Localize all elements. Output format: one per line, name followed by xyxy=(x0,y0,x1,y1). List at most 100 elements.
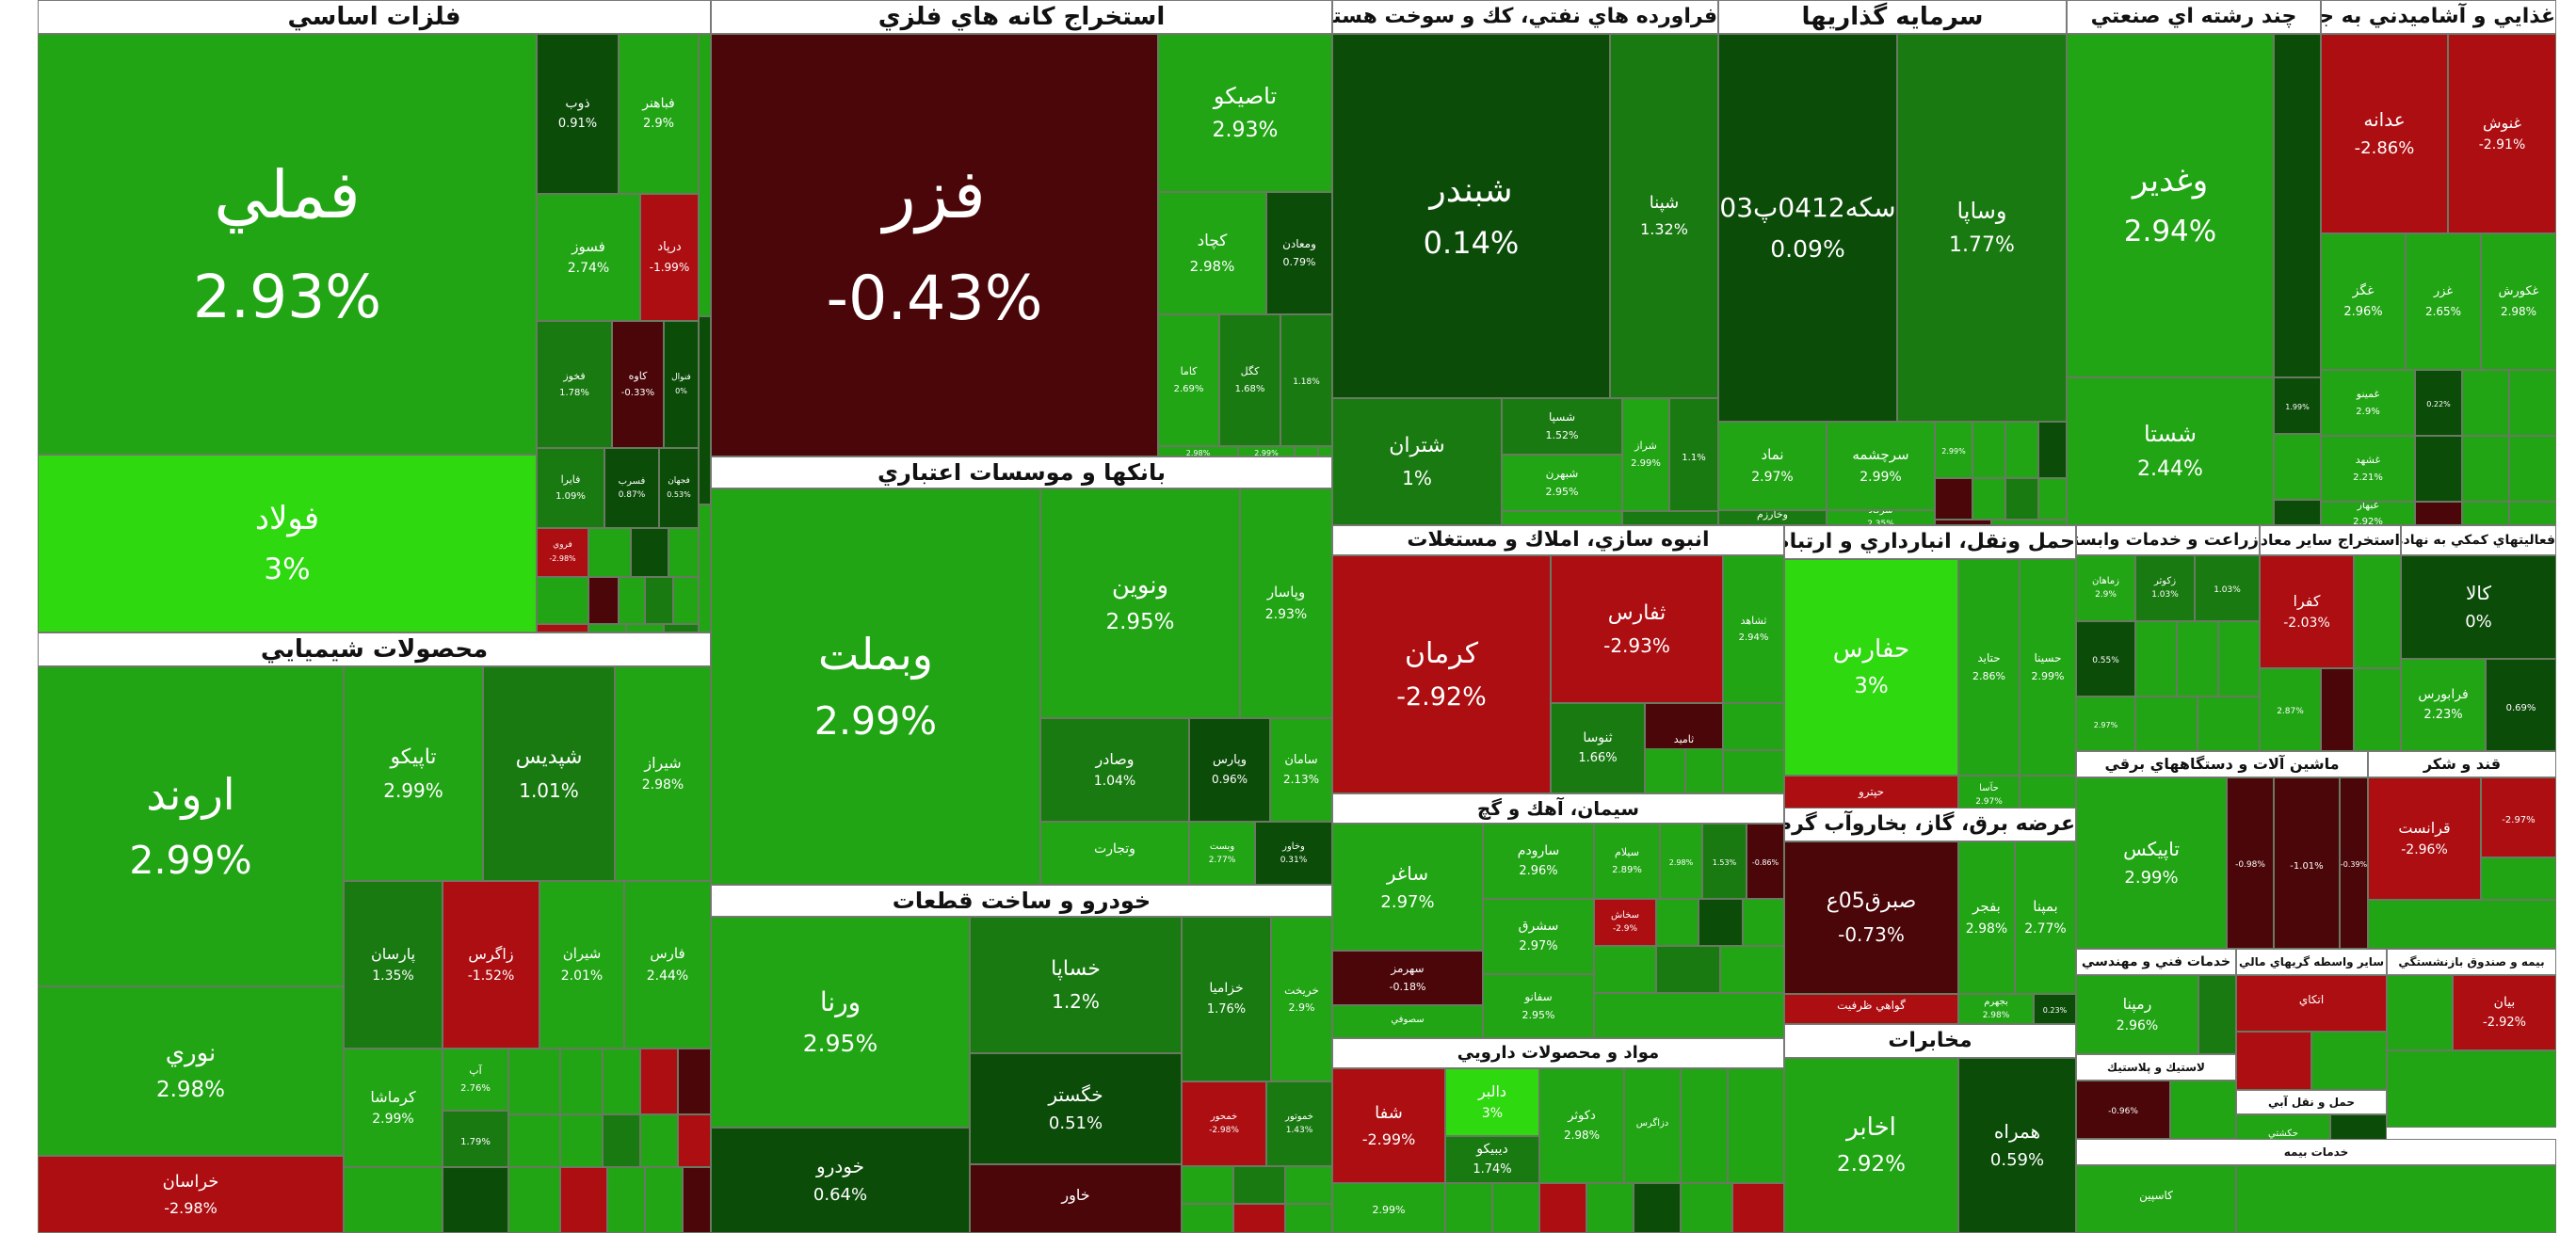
sector-header[interactable]: قند و شكر xyxy=(2368,751,2556,777)
stock-tile[interactable]: تاپيكس 2.99% xyxy=(2076,777,2227,949)
stock-tile[interactable]: خساپا 1.2% xyxy=(970,917,1182,1053)
stock-tile[interactable] xyxy=(2481,857,2556,900)
stock-tile[interactable] xyxy=(1935,478,1972,520)
stock-tile[interactable] xyxy=(1586,1183,1634,1233)
stock-tile[interactable] xyxy=(1285,1166,1332,1204)
stock-tile[interactable]: كاسپين xyxy=(2076,1165,2236,1233)
stock-tile[interactable] xyxy=(1634,1183,1681,1233)
stock-tile[interactable] xyxy=(2274,500,2321,525)
stock-tile[interactable]: نوري 2.98% xyxy=(38,986,344,1156)
stock-tile[interactable] xyxy=(2311,1032,2387,1090)
sector-header[interactable]: محصولات شيميايي xyxy=(38,633,711,666)
stock-tile[interactable] xyxy=(1645,748,1685,793)
stock-tile[interactable]: 0.23% xyxy=(2034,994,2076,1024)
stock-tile[interactable] xyxy=(645,1167,683,1233)
stock-tile[interactable] xyxy=(2509,502,2556,525)
stock-tile[interactable]: 1.03% xyxy=(2195,555,2260,621)
stock-tile[interactable] xyxy=(603,1049,640,1114)
stock-tile[interactable] xyxy=(443,1167,508,1233)
stock-tile[interactable]: 1.99% xyxy=(2274,377,2321,434)
stock-tile[interactable]: سشرق 2.97% xyxy=(1483,899,1594,974)
stock-tile[interactable]: وپارس 0.96% xyxy=(1189,718,1270,822)
stock-tile[interactable]: دزاگرس xyxy=(1624,1068,1681,1183)
stock-tile[interactable] xyxy=(1539,1183,1586,1233)
stock-tile[interactable]: كاما 2.69% xyxy=(1158,314,1219,446)
stock-tile[interactable]: كالا 0% xyxy=(2401,555,2556,659)
stock-tile[interactable] xyxy=(2038,478,2067,520)
stock-tile[interactable]: بفجر 2.98% xyxy=(1958,841,2015,994)
sector-header[interactable]: سرمايه گذاريها xyxy=(1718,0,2067,34)
stock-tile[interactable]: رمپنا 2.96% xyxy=(2076,975,2198,1054)
stock-tile[interactable] xyxy=(2005,422,2038,478)
stock-tile[interactable] xyxy=(2005,478,2038,520)
stock-tile[interactable] xyxy=(1723,750,1784,793)
stock-tile[interactable] xyxy=(673,577,699,624)
sector-header[interactable]: مخابرات xyxy=(1784,1024,2076,1058)
stock-tile[interactable] xyxy=(607,1167,645,1233)
stock-tile[interactable] xyxy=(2354,555,2401,668)
stock-tile[interactable] xyxy=(1972,422,2005,478)
stock-tile[interactable] xyxy=(2218,621,2260,697)
stock-tile[interactable]: خراسان -2.98% xyxy=(38,1156,344,1233)
stock-tile[interactable]: درپاد -1.99% xyxy=(640,194,699,321)
stock-tile[interactable]: ذوب 0.91% xyxy=(537,34,619,194)
stock-tile[interactable] xyxy=(1681,1068,1728,1183)
stock-tile[interactable]: كگل 1.68% xyxy=(1219,314,1280,446)
stock-tile[interactable]: شپديس 1.01% xyxy=(483,666,615,881)
stock-tile[interactable]: 2.87% xyxy=(2260,668,2321,751)
stock-tile[interactable]: شسپا 1.52% xyxy=(1502,398,1622,455)
sector-header[interactable]: خودرو و ساخت قطعات xyxy=(711,885,1332,917)
stock-tile[interactable]: خاور xyxy=(970,1164,1182,1233)
stock-tile[interactable] xyxy=(2274,34,2321,377)
sector-header[interactable]: استخراج ساير معادن xyxy=(2260,525,2401,555)
stock-tile[interactable] xyxy=(1285,1204,1332,1233)
stock-tile[interactable]: شپنا 1.32% xyxy=(1610,34,1718,398)
stock-tile[interactable] xyxy=(699,316,711,504)
stock-tile[interactable]: حتايد 2.86% xyxy=(1958,559,2020,776)
stock-tile[interactable]: 1.79% xyxy=(443,1111,508,1167)
sector-header[interactable]: عرضه برق، گاز، بخاروآب گرم xyxy=(1784,808,2076,841)
stock-tile[interactable] xyxy=(1182,1204,1233,1233)
stock-tile[interactable]: وپاسار 2.93% xyxy=(1240,488,1332,718)
stock-tile[interactable]: وبملت 2.99% xyxy=(711,488,1040,885)
stock-tile[interactable]: فرابورس 2.23% xyxy=(2401,659,2486,751)
stock-tile[interactable]: فملي 2.93% xyxy=(38,34,537,455)
stock-tile[interactable]: فباهنر 2.9% xyxy=(619,34,699,194)
stock-tile[interactable] xyxy=(626,624,664,633)
stock-tile[interactable] xyxy=(2462,370,2509,436)
stock-tile[interactable]: 1.53% xyxy=(1702,824,1747,899)
stock-tile[interactable]: بجهرم 2.98% xyxy=(1958,994,2034,1024)
stock-tile[interactable] xyxy=(1699,899,1743,946)
stock-tile[interactable]: فارس 2.44% xyxy=(624,881,711,1049)
stock-tile[interactable] xyxy=(508,1167,560,1233)
stock-tile[interactable] xyxy=(560,1049,603,1114)
stock-tile[interactable]: فايرا 1.09% xyxy=(537,448,604,528)
stock-tile[interactable]: كرماشا 2.99% xyxy=(344,1049,443,1167)
stock-tile[interactable]: كفرا -2.03% xyxy=(2260,555,2354,668)
stock-tile[interactable]: ساغر 2.97% xyxy=(1332,824,1483,951)
stock-tile[interactable]: وصادر 1.04% xyxy=(1040,718,1189,822)
stock-tile[interactable] xyxy=(1681,1183,1732,1233)
stock-tile[interactable] xyxy=(1935,520,1991,525)
stock-tile[interactable] xyxy=(2462,436,2509,502)
stock-tile[interactable]: وغدير 2.94% xyxy=(2067,34,2274,377)
stock-tile[interactable]: 2.98% xyxy=(1660,824,1702,899)
stock-tile[interactable]: 2.99% xyxy=(1238,446,1295,456)
stock-tile[interactable]: -0.96% xyxy=(2076,1081,2170,1139)
stock-tile[interactable]: بيان -2.92% xyxy=(2453,975,2556,1050)
stock-tile[interactable] xyxy=(1492,1183,1539,1233)
stock-tile[interactable] xyxy=(2354,668,2401,751)
stock-tile[interactable] xyxy=(2135,621,2177,697)
stock-tile[interactable]: سصوفي xyxy=(1332,1005,1483,1038)
stock-tile[interactable] xyxy=(2236,1032,2311,1090)
stock-tile[interactable] xyxy=(683,1167,711,1233)
stock-tile[interactable] xyxy=(1991,520,2067,525)
stock-tile[interactable]: سكه0412پ03 0.09% xyxy=(1718,34,1897,422)
stock-tile[interactable] xyxy=(699,504,711,633)
stock-tile[interactable]: 1.1% xyxy=(1669,398,1718,511)
stock-tile[interactable] xyxy=(2274,434,2321,500)
stock-tile[interactable] xyxy=(1295,446,1318,456)
stock-tile[interactable]: اتكاي xyxy=(2236,975,2387,1032)
stock-tile[interactable]: شفا -2.99% xyxy=(1332,1068,1445,1183)
stock-tile[interactable] xyxy=(1723,703,1784,750)
